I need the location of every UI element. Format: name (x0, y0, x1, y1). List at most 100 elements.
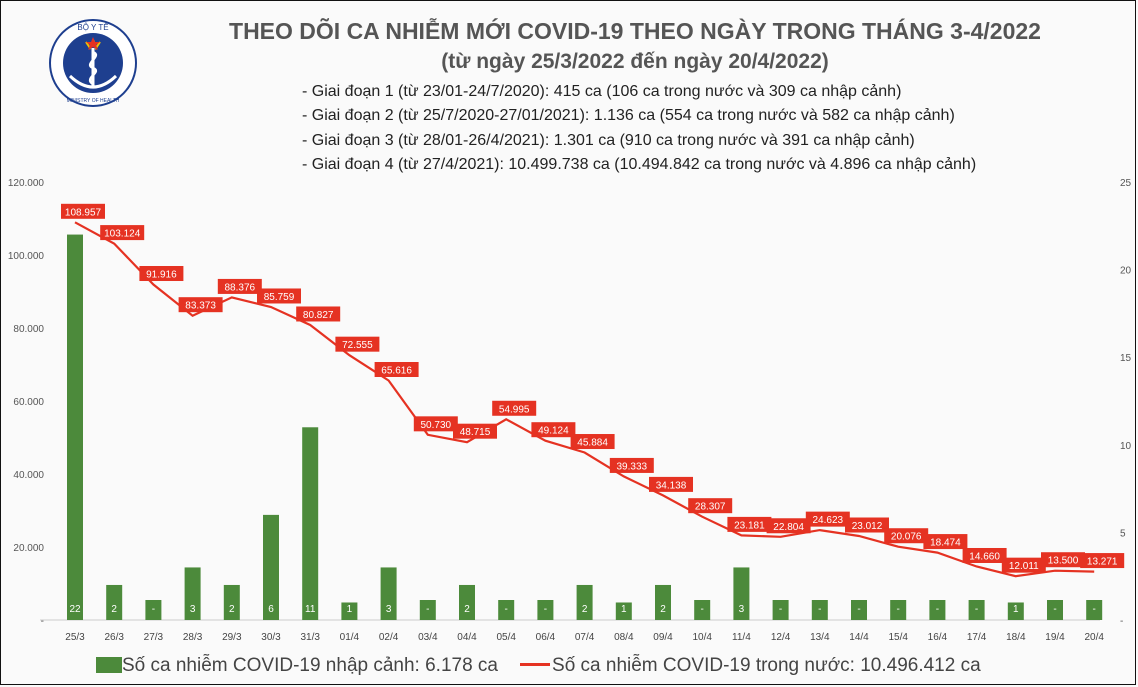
chart-legend: Số ca nhiễm COVID-19 nhập cảnh: 6.178 ca… (96, 655, 981, 677)
x-axis-tick-label: 13/4 (810, 632, 830, 643)
domestic-cases-data-label: 91.916 (146, 270, 177, 281)
import-cases-bar (1086, 600, 1103, 620)
x-axis-tick-label: 02/4 (379, 632, 399, 643)
x-axis-tick-label: 26/3 (104, 632, 124, 643)
domestic-cases-data-label: 14.660 (969, 551, 1000, 562)
left-axis-tick-label: 20.000 (13, 543, 44, 554)
domestic-cases-data-label: 18.474 (930, 538, 961, 549)
right-axis-tick-label: 25 (1120, 178, 1132, 189)
svg-text:MINISTRY OF HEALTH: MINISTRY OF HEALTH (67, 98, 120, 104)
domestic-cases-label-box (296, 306, 341, 322)
import-cases-bar-label: 6 (268, 604, 274, 615)
domestic-cases-data-label: 28.307 (695, 502, 726, 513)
x-axis-tick-label: 04/4 (457, 632, 477, 643)
import-cases-bar (851, 600, 867, 620)
x-axis-tick-label: 09/4 (653, 632, 673, 643)
domestic-cases-data-label: 20.076 (891, 532, 922, 543)
phase-1-note: - Giai đoạn 1 (từ 23/01-24/7/2020): 415 … (302, 83, 902, 100)
svg-text:BỘ Y TẾ: BỘ Y TẾ (77, 22, 108, 32)
domestic-cases-data-label: 39.333 (617, 461, 648, 472)
right-axis-tick-label: 20 (1120, 266, 1132, 277)
import-cases-bar (341, 602, 358, 620)
domestic-cases-label-box (766, 518, 811, 534)
import-cases-bar-label: 2 (111, 604, 117, 615)
domestic-cases-data-label: 24.623 (813, 515, 844, 526)
domestic-cases-data-label: 85.759 (264, 292, 295, 303)
domestic-cases-label-box (1041, 552, 1085, 568)
import-cases-bar-label: 2 (464, 604, 470, 615)
import-cases-bar (145, 600, 162, 620)
phase-3-note: - Giai đoạn 3 (từ 28/01-26/4/2021): 1.30… (302, 132, 915, 149)
domestic-cases-data-label: 108.957 (65, 207, 102, 218)
domestic-cases-label-box (61, 203, 105, 219)
domestic-cases-label-box (884, 528, 929, 544)
import-cases-bar-label: - (426, 604, 429, 615)
domestic-cases-label-box (178, 297, 223, 313)
left-axis-tick-label: 120.000 (8, 178, 45, 189)
x-axis-tick-label: 06/4 (536, 632, 556, 643)
domestic-cases-label-box (492, 400, 537, 416)
x-axis-tick-label: 15/4 (888, 632, 908, 643)
import-cases-bar-label: - (701, 604, 704, 615)
import-cases-bar (302, 427, 319, 620)
x-axis-tick-label: 17/4 (967, 632, 987, 643)
import-cases-bar (968, 600, 985, 620)
domestic-cases-data-label: 80.827 (303, 310, 334, 321)
x-axis-tick-label: 18/4 (1006, 632, 1026, 643)
domestic-cases-label-box (570, 434, 615, 450)
x-axis-tick-label: 25/3 (65, 632, 85, 643)
domestic-cases-data-label: 48.715 (460, 427, 491, 438)
import-cases-bar-label: 3 (190, 604, 196, 615)
import-cases-bar-label: - (152, 604, 155, 615)
import-cases-bar (1047, 600, 1063, 620)
import-cases-bar (67, 234, 83, 620)
import-cases-bar (615, 602, 632, 620)
import-cases-bar (263, 514, 279, 620)
domestic-cases-data-label: 83.373 (185, 301, 216, 312)
right-axis-tick-label: 5 (1120, 528, 1126, 539)
left-axis-tick-label: - (41, 616, 44, 627)
phase-2-note: - Giai đoạn 2 (từ 25/7/2020-27/01/2021):… (302, 107, 955, 124)
import-cases-bar-label: 1 (621, 604, 627, 615)
x-axis-tick-label: 20/4 (1084, 632, 1104, 643)
domestic-cases-data-label: 103.124 (104, 229, 141, 240)
x-axis-tick-label: 30/3 (261, 632, 281, 643)
left-axis-tick-label: 40.000 (13, 470, 44, 481)
import-cases-bar (576, 584, 593, 620)
domestic-cases-line (74, 221, 1095, 578)
domestic-cases-data-label: 13.271 (1087, 557, 1118, 568)
domestic-cases-label-box (531, 422, 576, 438)
x-axis-tick-label: 29/3 (222, 632, 242, 643)
x-axis-tick-label: 14/4 (849, 632, 869, 643)
import-cases-bar-label: - (936, 604, 939, 615)
import-cases-bar (733, 567, 750, 620)
import-cases-bar (655, 584, 671, 620)
legend-line-label: Số ca nhiễm COVID-19 trong nước: 10.496.… (552, 655, 981, 676)
import-cases-bar (890, 600, 907, 620)
domestic-cases-data-label: 22.804 (773, 522, 804, 533)
import-cases-bar (694, 600, 711, 620)
domestic-cases-label-box (335, 336, 380, 352)
right-axis-tick-label: 10 (1120, 441, 1132, 452)
x-axis-tick-label: 01/4 (340, 632, 360, 643)
domestic-cases-label-box (805, 511, 850, 527)
import-cases-bar (184, 567, 201, 620)
import-cases-bar-label: - (505, 604, 508, 615)
import-cases-bar-label: 1 (1013, 604, 1019, 615)
import-cases-bar-label: 3 (386, 604, 392, 615)
import-cases-bar (223, 584, 240, 620)
domestic-cases-data-label: 49.124 (538, 426, 569, 437)
domestic-cases-data-label: 65.616 (381, 366, 412, 377)
domestic-cases-label-box (688, 498, 733, 514)
domestic-cases-label-box (923, 534, 968, 550)
domestic-cases-label-box (139, 266, 184, 282)
import-cases-bar (419, 600, 436, 620)
domestic-cases-data-label: 12.011 (1009, 561, 1039, 572)
domestic-cases-label-box (1080, 553, 1125, 569)
domestic-cases-label-box (217, 278, 262, 294)
import-cases-bar (380, 567, 397, 620)
import-cases-bar (459, 584, 475, 620)
x-axis-tick-label: 03/4 (418, 632, 438, 643)
left-axis-tick-label: 80.000 (13, 324, 44, 335)
import-cases-bar-label: - (897, 604, 900, 615)
